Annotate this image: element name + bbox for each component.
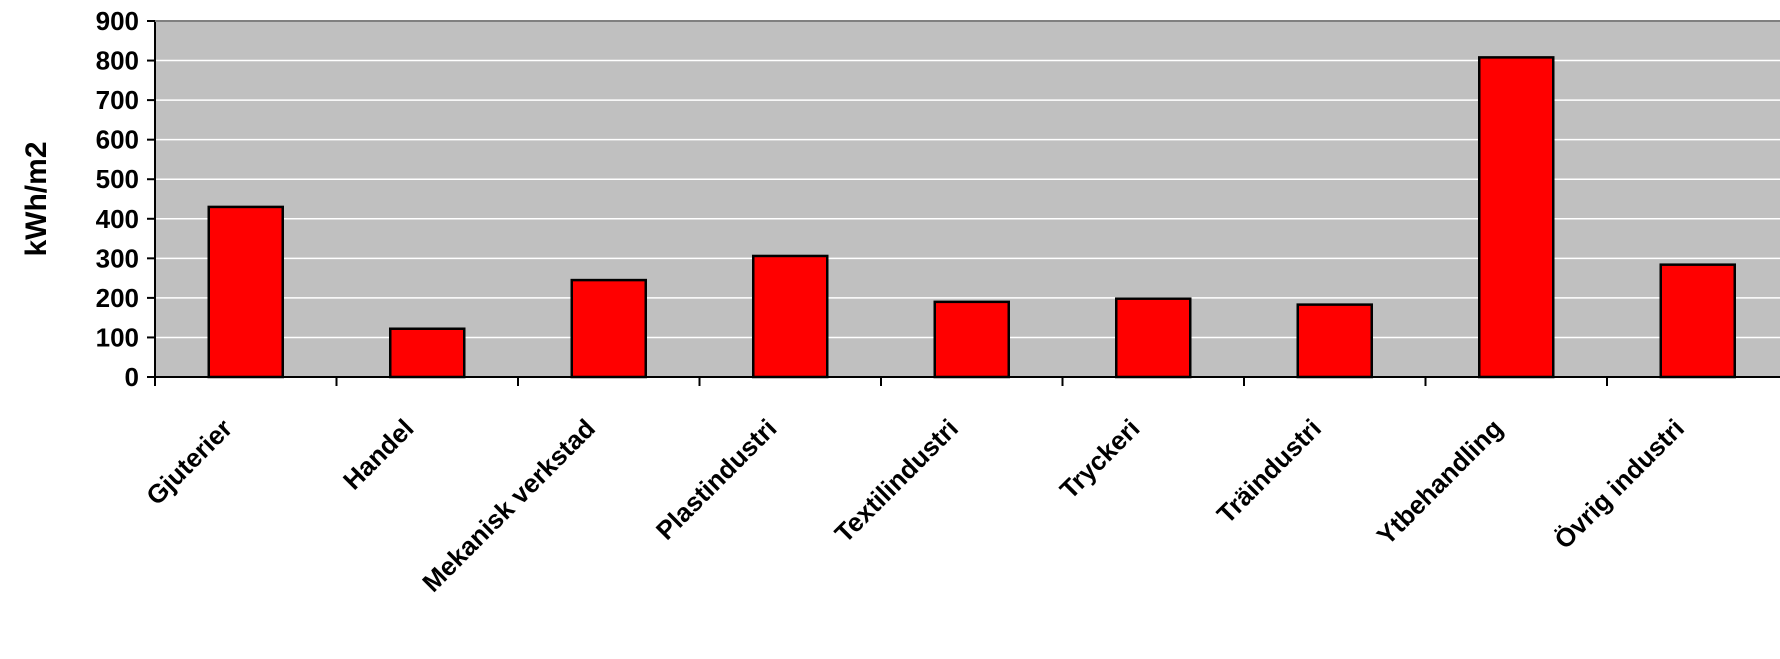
bar-8 [1478,56,1555,379]
x-tick-label: Ytbehandling [1371,413,1509,551]
bars [207,56,1736,379]
x-tick-label: Textilindustri [829,413,964,548]
x-tick-label: Gjuterier [140,413,238,511]
bar-6 [1115,297,1192,379]
x-tick-label: Handel [337,413,420,496]
y-tick-labels: 0 100 200 300 400 500 600 700 800 900 [96,6,155,392]
y-tick-label: 300 [96,243,139,273]
y-tick-label: 0 [125,362,139,392]
x-tick-label: Övrig industri [1548,413,1690,555]
bar-3 [570,278,647,379]
y-tick-label: 400 [96,204,139,234]
y-tick-label: 600 [96,125,139,155]
y-tick-label: 200 [96,283,139,313]
x-tick-label: Tryckeri [1054,413,1146,505]
y-axis-label: kWh/m2 [20,141,53,256]
x-tick-label: Träindustri [1211,413,1327,529]
x-tick-label: Mekanisk verkstad [416,413,601,598]
y-tick-label: 900 [96,6,139,36]
bar-5 [933,300,1010,379]
bar-9 [1659,263,1736,379]
bar-7 [1296,303,1373,379]
y-tick-label: 500 [96,164,139,194]
x-tick-label: Plastindustri [650,413,783,546]
bar-4 [752,254,829,379]
y-tick-label: 100 [96,322,139,352]
bar-1 [207,205,284,379]
y-tick-label: 800 [96,46,139,76]
bar-2 [389,327,466,379]
y-tick-label: 700 [96,85,139,115]
axes [154,20,1780,386]
